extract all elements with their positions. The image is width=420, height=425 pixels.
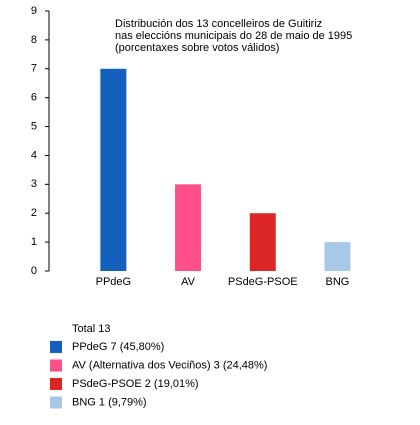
x-tick-label: PPdeG [96, 276, 131, 288]
bar [249, 213, 276, 271]
bar [100, 68, 127, 272]
y-tick-label: 6 [31, 92, 37, 104]
y-tick-label: 8 [31, 34, 37, 46]
legend-swatch [50, 396, 62, 409]
annotation: (porcentaxes sobre votos válidos) [115, 42, 279, 54]
legend-title: Total 13 [72, 323, 111, 335]
legend-swatch [50, 378, 62, 390]
x-tick-label: BNG [326, 276, 350, 288]
annotation: nas eleccións municipais do 28 de maio d… [115, 30, 352, 42]
y-tick-label: 0 [31, 265, 37, 277]
legend-label: BNG 1 (9,79%) [72, 396, 147, 408]
bar [175, 184, 202, 271]
y-tick-label: 1 [31, 236, 37, 248]
x-tick-label: AV [181, 276, 196, 288]
y-tick-label: 7 [31, 63, 37, 75]
y-tick-label: 5 [31, 120, 37, 132]
legend-label: PPdeG 7 (45,80%) [72, 341, 164, 353]
bar [324, 242, 351, 271]
legend-label: PSdeG-PSOE 2 (19,01%) [72, 378, 199, 390]
legend-label: AV (Alternativa dos Veciños) 3 (24,48%) [72, 359, 267, 371]
annotation: Distribución dos 13 concelleiros de Guit… [115, 18, 322, 30]
y-tick-label: 9 [31, 5, 37, 17]
x-tick-label: PSdeG-PSOE [228, 276, 298, 288]
legend-swatch [50, 341, 62, 353]
legend-swatch [50, 359, 62, 372]
y-tick-label: 2 [31, 207, 37, 219]
y-tick-label: 4 [31, 149, 37, 161]
y-tick-label: 3 [31, 178, 37, 190]
